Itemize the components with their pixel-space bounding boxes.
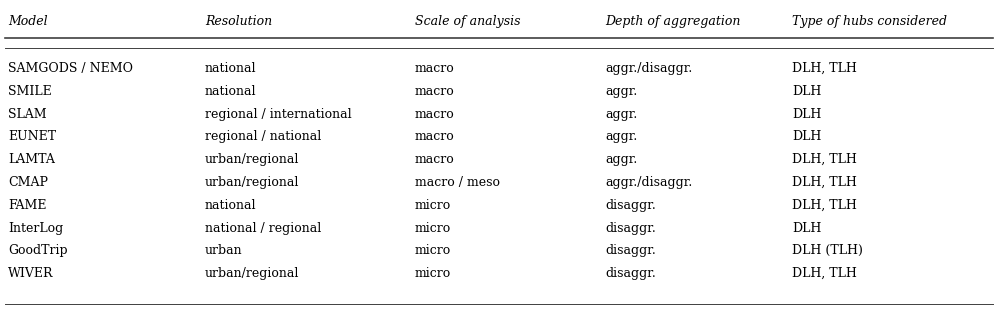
Text: aggr.: aggr. (605, 153, 637, 166)
Text: Scale of analysis: Scale of analysis (415, 15, 521, 28)
Text: Model: Model (8, 15, 48, 28)
Text: DLH: DLH (792, 85, 822, 98)
Text: disaggr.: disaggr. (605, 222, 655, 235)
Text: Depth of aggregation: Depth of aggregation (605, 15, 740, 28)
Text: SAMGODS / NEMO: SAMGODS / NEMO (8, 62, 133, 75)
Text: WIVER: WIVER (8, 267, 54, 280)
Text: national: national (205, 62, 257, 75)
Text: micro: micro (415, 222, 451, 235)
Text: DLH, TLH: DLH, TLH (792, 267, 857, 280)
Text: SLAM: SLAM (8, 108, 47, 121)
Text: micro: micro (415, 244, 451, 257)
Text: DLH: DLH (792, 222, 822, 235)
Text: Resolution: Resolution (205, 15, 272, 28)
Text: SMILE: SMILE (8, 85, 52, 98)
Text: urban/regional: urban/regional (205, 267, 300, 280)
Text: macro: macro (415, 153, 455, 166)
Text: aggr.: aggr. (605, 108, 637, 121)
Text: macro: macro (415, 85, 455, 98)
Text: macro: macro (415, 131, 455, 144)
Text: macro / meso: macro / meso (415, 176, 500, 189)
Text: micro: micro (415, 199, 451, 212)
Text: DLH, TLH: DLH, TLH (792, 62, 857, 75)
Text: urban: urban (205, 244, 243, 257)
Text: national: national (205, 199, 257, 212)
Text: national / regional: national / regional (205, 222, 322, 235)
Text: LAMTA: LAMTA (8, 153, 55, 166)
Text: GoodTrip: GoodTrip (8, 244, 68, 257)
Text: InterLog: InterLog (8, 222, 64, 235)
Text: DLH, TLH: DLH, TLH (792, 176, 857, 189)
Text: aggr./disaggr.: aggr./disaggr. (605, 176, 692, 189)
Text: macro: macro (415, 62, 455, 75)
Text: urban/regional: urban/regional (205, 176, 300, 189)
Text: macro: macro (415, 108, 455, 121)
Text: Type of hubs considered: Type of hubs considered (792, 15, 947, 28)
Text: aggr./disaggr.: aggr./disaggr. (605, 62, 692, 75)
Text: regional / international: regional / international (205, 108, 352, 121)
Text: DLH (TLH): DLH (TLH) (792, 244, 863, 257)
Text: aggr.: aggr. (605, 131, 637, 144)
Text: urban/regional: urban/regional (205, 153, 300, 166)
Text: disaggr.: disaggr. (605, 199, 655, 212)
Text: national: national (205, 85, 257, 98)
Text: CMAP: CMAP (8, 176, 48, 189)
Text: disaggr.: disaggr. (605, 244, 655, 257)
Text: FAME: FAME (8, 199, 47, 212)
Text: micro: micro (415, 267, 451, 280)
Text: aggr.: aggr. (605, 85, 637, 98)
Text: DLH, TLH: DLH, TLH (792, 153, 857, 166)
Text: regional / national: regional / national (205, 131, 322, 144)
Text: EUNET: EUNET (8, 131, 56, 144)
Text: DLH: DLH (792, 108, 822, 121)
Text: DLH, TLH: DLH, TLH (792, 199, 857, 212)
Text: DLH: DLH (792, 131, 822, 144)
Text: disaggr.: disaggr. (605, 267, 655, 280)
